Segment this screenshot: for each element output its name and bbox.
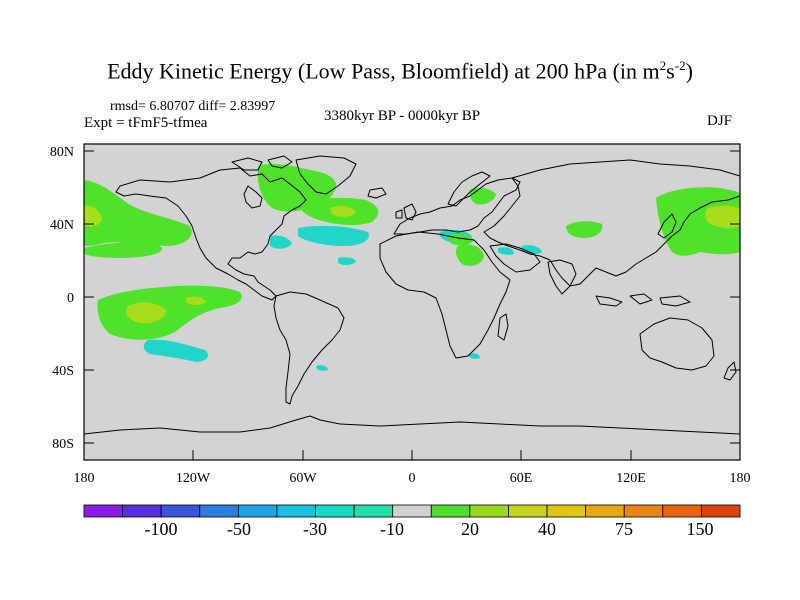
coastline-arabia: [489, 243, 541, 273]
coastline-madagascar: [497, 313, 509, 341]
coastline-japan: [657, 213, 677, 239]
coastline-british-isles: [395, 203, 417, 221]
lon-label-180-west: 180: [74, 471, 95, 486]
lon-label-0: 0: [409, 471, 416, 486]
colorbar-label: -10: [380, 519, 404, 539]
colorbar-labels: -100 -50 -30 -10 20 40 75 150: [145, 519, 714, 539]
anomaly-green-tropical-pacific: [97, 285, 242, 340]
coastline-europe: [393, 177, 521, 235]
anomaly-green-central-asia: [566, 221, 603, 238]
colorbar-swatch: [199, 504, 239, 518]
colorbar-swatch: [83, 504, 123, 518]
colorbar-label: -100: [145, 519, 178, 539]
anomaly-cyan-south-atlantic: [316, 365, 328, 371]
colorbar-label: -30: [303, 519, 327, 539]
coastline-north-america: [115, 167, 307, 301]
lat-label-80s: 80S: [52, 437, 74, 452]
coastline-scandinavia: [447, 171, 491, 207]
anomaly-green-north-pacific-east: [84, 180, 192, 246]
anomaly-green-north-pacific-west: [656, 187, 740, 256]
lat-label-80n: 80N: [50, 145, 74, 160]
colorbar-label: -50: [227, 519, 251, 539]
colorbar-swatch: [315, 504, 355, 518]
anomaly-cyan-south-indian: [468, 353, 480, 359]
colorbar-label: 40: [538, 519, 556, 539]
coastline-hudson-bay: [243, 185, 263, 209]
lat-tick-marks: [84, 150, 740, 444]
colorbar-swatch: [585, 504, 625, 518]
season-label: DJF: [707, 113, 733, 129]
anomaly-cyan-atlantic-small: [338, 257, 356, 265]
anomaly-cyan-south-pacific: [143, 339, 209, 362]
colorbar-swatch: [508, 504, 548, 518]
coastline-iceland: [367, 187, 387, 199]
colorbar-label: 75: [615, 519, 633, 539]
lat-label-0: 0: [67, 291, 74, 306]
coastline-asia: [483, 159, 740, 287]
anomaly-green-pacific-band: [84, 242, 162, 258]
colorbar: [83, 504, 741, 518]
lon-tick-marks: [83, 450, 741, 460]
colorbar-swatch: [662, 504, 702, 518]
colorbar-swatch: [623, 504, 664, 518]
coastline-indonesia: [595, 293, 691, 307]
anomaly-cyan-arabia: [522, 245, 542, 255]
colorbar-swatch: [469, 504, 509, 518]
colorbar-swatch: [353, 504, 394, 518]
lat-label-40s: 40S: [52, 364, 74, 379]
colorbar-swatch: [430, 504, 471, 518]
lon-label-60w: 60W: [289, 471, 317, 486]
anomaly-cyan-atlantic-central: [298, 225, 369, 246]
lat-label-40n: 40N: [50, 218, 74, 233]
colorbar-swatch: [276, 504, 316, 518]
anomaly-cyan-red-sea: [498, 247, 514, 255]
anomaly-yellow-tropical-pacific: [126, 302, 166, 324]
colorbar-swatch: [160, 504, 201, 518]
coastline-new-zealand: [723, 361, 737, 381]
time-period-label: 3380kyr BP - 0000kyr BP: [324, 108, 481, 124]
anomaly-yellow-north-pacific-west: [705, 205, 740, 229]
coastline-greenland: [295, 155, 357, 195]
colorbar-swatch: [122, 504, 162, 518]
rmsd-diff-stats: rmsd= 6.80707 diff= 2.83997: [110, 99, 276, 114]
coastline-antarctica: [84, 415, 740, 435]
lon-label-120w: 120W: [176, 471, 211, 486]
colorbar-swatch: [237, 504, 278, 518]
anomaly-fields: [84, 163, 740, 371]
coastline-australia: [639, 317, 715, 371]
lon-label-60e: 60E: [510, 471, 533, 486]
anomaly-yellow-small-pacific: [186, 296, 206, 305]
anomaly-cyan-atlantic-west: [270, 235, 292, 249]
map-title: Eddy Kinetic Energy (Low Pass, Bloomfiel…: [107, 58, 693, 84]
coastline-south-america: [273, 291, 345, 405]
coastline-india: [547, 259, 577, 295]
lon-label-180-east: 180: [730, 471, 751, 486]
colorbar-swatch: [701, 504, 741, 518]
anomaly-green-north-africa: [455, 244, 484, 266]
experiment-label: Expt = tFmF5-tfmea: [84, 115, 208, 131]
coastline-arctic-islands: [231, 155, 293, 171]
colorbar-label: 20: [461, 519, 479, 539]
lon-label-120e: 120E: [616, 471, 646, 486]
colorbar-label: 150: [687, 519, 714, 539]
coastlines: [84, 155, 740, 435]
coastline-africa: [379, 231, 511, 359]
anomaly-yellow-north-atlantic: [330, 205, 356, 217]
colorbar-swatch: [546, 504, 587, 518]
colorbar-swatch: [392, 504, 432, 518]
anomaly-yellow-north-pacific-east: [84, 205, 102, 227]
